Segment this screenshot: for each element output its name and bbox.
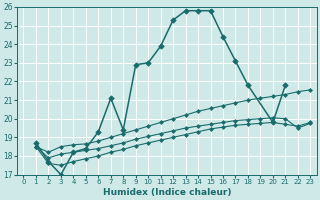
X-axis label: Humidex (Indice chaleur): Humidex (Indice chaleur) — [103, 188, 231, 197]
